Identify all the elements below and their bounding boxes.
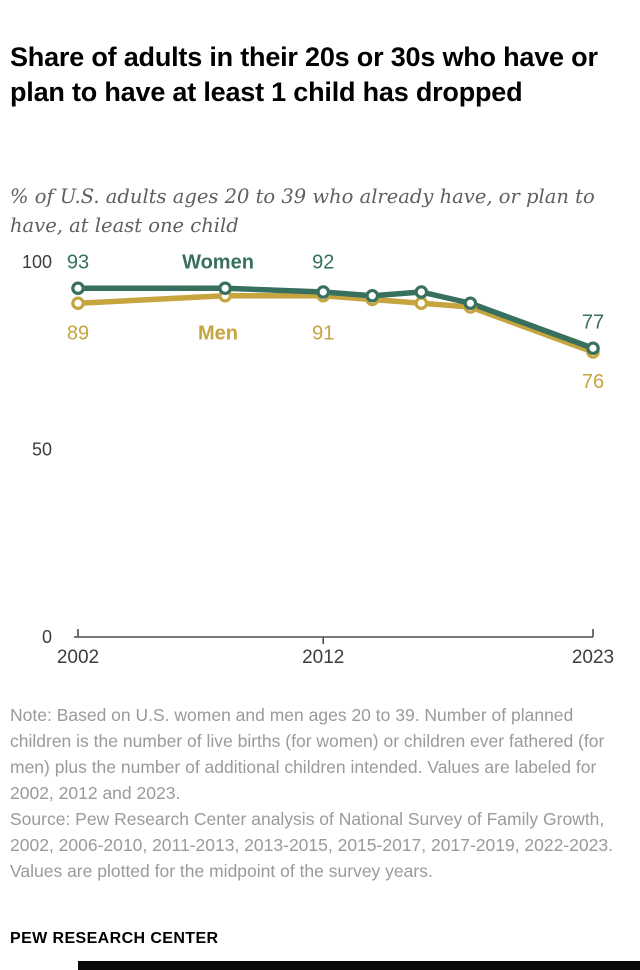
point-label-men-2002: 89	[67, 322, 89, 344]
data-point-women	[586, 341, 600, 356]
chart-title: Share of adults in their 20s or 30s who …	[10, 42, 598, 108]
source-text: Source: Pew Research Center analysis of …	[10, 809, 613, 882]
data-point-women	[414, 285, 429, 299]
point-label-men-2012: 91	[312, 322, 334, 344]
legend-men: Men	[198, 322, 238, 344]
chart-subtitle: % of U.S. adults ages 20 to 39 who alrea…	[10, 184, 595, 237]
notes-block: Note: Based on U.S. women and men ages 2…	[10, 702, 632, 884]
pew-research-center-wordmark: PEW RESEARCH CENTER	[10, 930, 219, 947]
note-text: Note: Based on U.S. women and men ages 2…	[10, 705, 605, 804]
data-point-men	[414, 296, 429, 311]
y-tick-label: 100	[22, 252, 52, 272]
point-label-women-2002: 93	[67, 251, 89, 273]
data-point-women	[316, 285, 331, 299]
point-label-women-2012: 92	[312, 251, 334, 273]
point-label-women-2023: 77	[582, 311, 604, 333]
data-point-women	[218, 281, 232, 296]
x-tick-label: 2023	[572, 647, 614, 668]
point-label-men-2023: 76	[582, 371, 604, 393]
y-tick-label: 0	[42, 627, 52, 647]
data-point-men	[71, 296, 85, 311]
legend-women: Women	[182, 251, 254, 273]
y-tick-label: 50	[32, 440, 52, 460]
x-tick-label: 2012	[302, 647, 344, 668]
line-chart-svg: 2002 2012 2023 0 50 100 Women Men 93 92 77 89 91 76	[22, 251, 614, 668]
series-line-men	[75, 293, 596, 355]
line-chart: 2002 2012 2023 0 50 100 Women Men 93 92 77 89 91 76	[0, 240, 640, 670]
footer-bar	[78, 961, 640, 970]
data-point-women	[463, 296, 478, 311]
data-point-women	[71, 281, 85, 296]
data-point-women	[365, 288, 380, 303]
x-tick-label: 2002	[57, 647, 99, 668]
